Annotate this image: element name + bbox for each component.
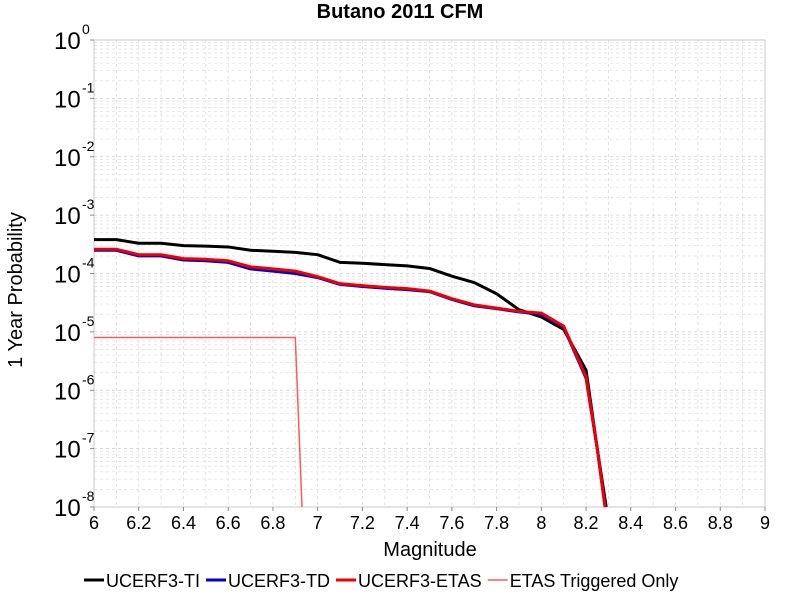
x-tick-label: 6.8 — [260, 513, 285, 533]
y-tick-label: 10 -6 — [54, 371, 95, 405]
legend-entry: ETAS Triggered Only — [487, 571, 679, 591]
y-tick-label: 10 -7 — [54, 430, 95, 464]
series-line — [94, 238, 608, 508]
series-line — [94, 336, 303, 508]
y-tick-exponent: -6 — [82, 371, 95, 387]
y-tick-label: 10 -8 — [54, 488, 95, 522]
y-tick-label: 10 -3 — [54, 196, 95, 230]
y-tick-exponent: -1 — [82, 79, 95, 95]
x-tick-label: 8.4 — [618, 513, 643, 533]
y-tick-label: 10 0 — [54, 21, 90, 55]
y-tick-exponent: 0 — [82, 21, 90, 37]
y-tick-exponent: -7 — [82, 430, 95, 446]
grid — [94, 40, 765, 507]
legend-entry: UCERF3-TD — [206, 571, 330, 591]
x-tick-label: 7.6 — [439, 513, 464, 533]
legend-entry: UCERF3-TI — [84, 571, 200, 591]
x-tick-label: 7 — [313, 513, 323, 533]
y-tick-base: 10 — [54, 437, 81, 464]
y-tick-base: 10 — [54, 495, 81, 522]
y-tick-base: 10 — [54, 203, 81, 230]
x-tick-label: 9 — [760, 513, 770, 533]
y-tick-exponent: -4 — [82, 255, 95, 271]
y-tick-base: 10 — [54, 320, 81, 347]
y-tick-label: 10 -4 — [54, 255, 95, 289]
series-line — [94, 247, 607, 508]
y-tick-exponent: -8 — [82, 488, 95, 504]
x-tick-label: 7.2 — [350, 513, 375, 533]
series-layer — [94, 238, 608, 508]
y-tick-base: 10 — [54, 378, 81, 405]
y-tick-label: 10 -2 — [54, 138, 95, 172]
y-tick-exponent: -2 — [82, 138, 95, 154]
legend-label: UCERF3-TI — [106, 571, 200, 591]
x-tick-label: 6.6 — [216, 513, 241, 533]
x-tick-label: 8.2 — [574, 513, 599, 533]
legend-label: UCERF3-TD — [228, 571, 330, 591]
x-tick-label: 8.8 — [708, 513, 733, 533]
y-tick-base: 10 — [54, 262, 81, 289]
y-tick-label: 10 -5 — [54, 313, 95, 347]
y-tick-label: 10 -1 — [54, 79, 95, 113]
x-tick-label: 6.2 — [126, 513, 151, 533]
y-tick-base: 10 — [54, 86, 81, 113]
x-axis-label: Magnitude — [383, 539, 476, 561]
y-tick-base: 10 — [54, 28, 81, 55]
x-tick-label: 7.8 — [484, 513, 509, 533]
x-axis-ticks: 6 6.2 6.4 6.6 6.8 7 7.2 7.4 7.6 7.8 8 8.2 8.4 8.6 8.8 9 — [89, 507, 770, 533]
x-tick-label: 7.4 — [395, 513, 420, 533]
y-axis-label: 1 Year Probability — [5, 212, 27, 368]
x-tick-label: 6 — [89, 513, 99, 533]
y-tick-exponent: -3 — [82, 196, 95, 212]
y-tick-base: 10 — [54, 145, 81, 172]
y-tick-exponent: -5 — [82, 313, 95, 329]
legend: UCERF3-TI UCERF3-TD UCERF3-ETAS ETAS Trigge… — [84, 571, 678, 591]
x-tick-label: 6.4 — [171, 513, 196, 533]
chart-title: Butano 2011 CFM — [317, 1, 484, 23]
x-tick-label: 8.6 — [663, 513, 688, 533]
legend-label: UCERF3-ETAS — [358, 571, 482, 591]
x-tick-label: 8 — [536, 513, 546, 533]
legend-entry: UCERF3-ETAS — [336, 571, 482, 591]
legend-label: ETAS Triggered Only — [510, 571, 679, 591]
